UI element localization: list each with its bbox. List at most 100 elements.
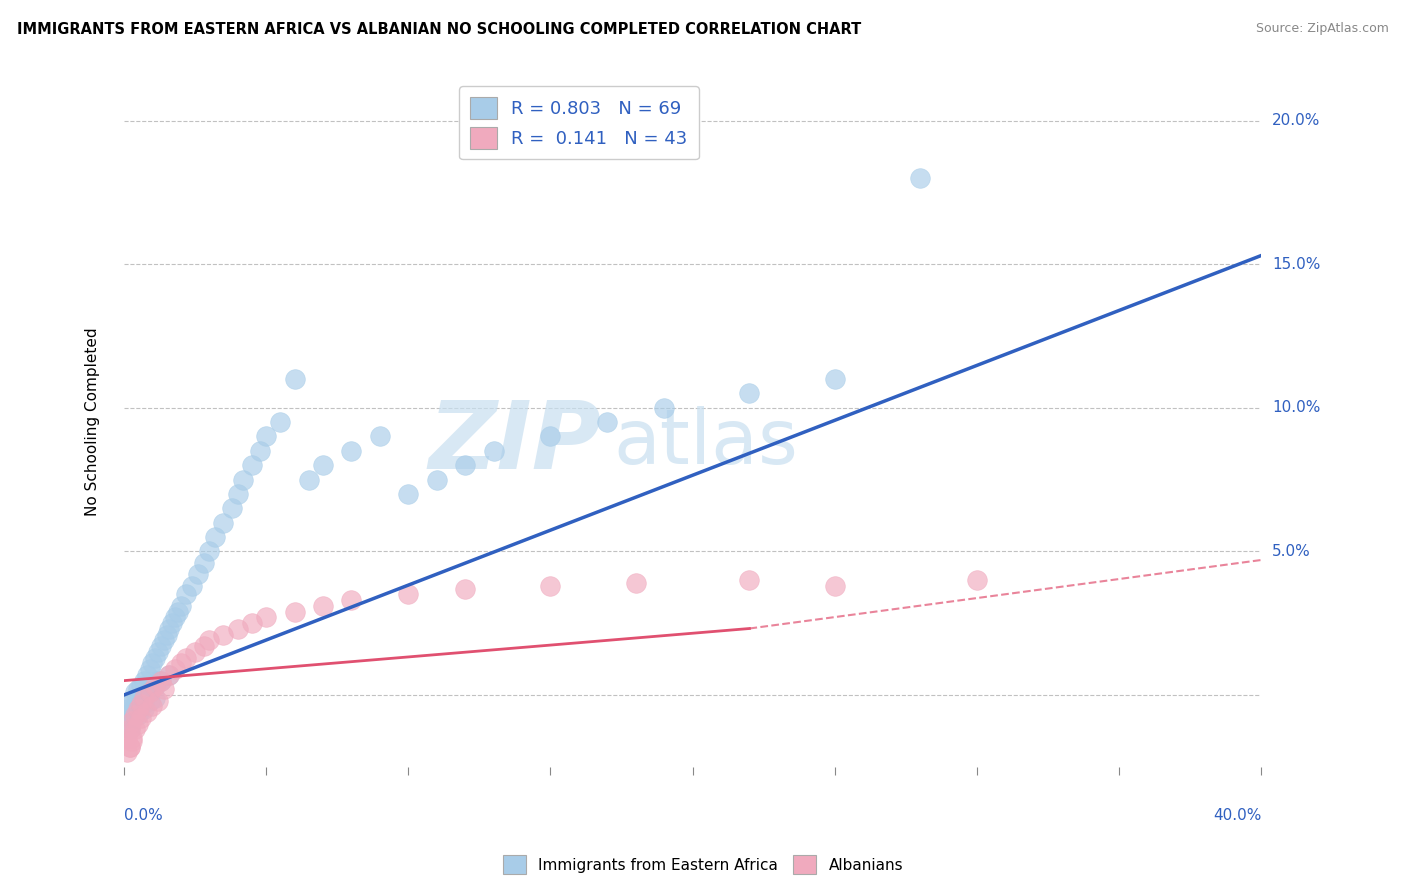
Point (115, 702, 138, 716)
Point (157, 622, 180, 636)
Text: ZIP: ZIP (429, 397, 602, 489)
Point (138, 685, 160, 699)
Point (198, 544, 221, 558)
Point (149, 639, 172, 653)
Point (187, 567, 209, 582)
Point (538, 579, 561, 593)
Point (624, 576, 647, 591)
Point (127, 716, 149, 731)
Point (181, 579, 204, 593)
Point (121, 711, 143, 725)
Point (312, 599, 335, 613)
Point (143, 679, 166, 693)
Point (115, 746, 138, 760)
Point (146, 645, 169, 659)
Point (127, 708, 149, 723)
Point (141, 679, 163, 693)
Point (143, 679, 166, 693)
Point (149, 673, 172, 688)
Point (135, 685, 157, 699)
Point (396, 487, 419, 501)
Legend: R = 0.803   N = 69, R =  0.141   N = 43: R = 0.803 N = 69, R = 0.141 N = 43 (460, 87, 699, 160)
Point (141, 699, 163, 714)
Point (129, 697, 152, 711)
Point (118, 711, 141, 725)
Point (167, 605, 190, 619)
Text: 5.0%: 5.0% (1272, 544, 1310, 559)
Point (226, 622, 249, 636)
Point (170, 599, 193, 613)
Point (738, 386, 761, 401)
Point (141, 657, 163, 671)
Legend: Immigrants from Eastern Africa, Albanians: Immigrants from Eastern Africa, Albanian… (496, 849, 910, 880)
Point (212, 516, 235, 530)
Point (368, 429, 391, 443)
Point (157, 668, 180, 682)
Point (118, 697, 141, 711)
Point (162, 616, 184, 631)
Point (152, 682, 174, 697)
Point (121, 734, 143, 748)
Point (198, 633, 221, 648)
Point (155, 628, 177, 642)
Point (121, 714, 143, 728)
Point (254, 429, 277, 443)
Point (127, 682, 149, 697)
Point (254, 610, 277, 624)
Point (118, 723, 141, 737)
Point (129, 679, 152, 693)
Text: 20.0%: 20.0% (1272, 113, 1320, 128)
Point (165, 662, 187, 676)
Point (146, 673, 169, 688)
Point (124, 699, 146, 714)
Point (340, 443, 363, 458)
Point (824, 372, 846, 386)
Point (132, 673, 155, 688)
Point (152, 633, 174, 648)
Point (135, 668, 157, 682)
Point (596, 415, 619, 429)
Point (118, 723, 141, 737)
Point (240, 458, 263, 473)
Point (165, 610, 187, 624)
Point (118, 739, 141, 754)
Point (135, 705, 157, 719)
Point (176, 587, 198, 601)
Text: 10.0%: 10.0% (1272, 401, 1320, 416)
Point (232, 473, 254, 487)
Point (298, 473, 321, 487)
Point (170, 657, 193, 671)
Point (221, 501, 243, 516)
Point (118, 739, 141, 754)
Point (269, 415, 291, 429)
Point (226, 487, 249, 501)
Point (124, 723, 146, 737)
Point (121, 694, 143, 708)
Point (454, 582, 477, 596)
Point (908, 171, 931, 186)
Text: atlas: atlas (613, 406, 797, 480)
Point (115, 731, 138, 745)
Point (132, 702, 155, 716)
Point (138, 662, 160, 676)
Point (193, 556, 215, 570)
Point (157, 668, 180, 682)
Point (132, 690, 155, 705)
Text: IMMIGRANTS FROM EASTERN AFRICA VS ALBANIAN NO SCHOOLING COMPLETED CORRELATION CH: IMMIGRANTS FROM EASTERN AFRICA VS ALBANI… (17, 22, 860, 37)
Point (538, 429, 561, 443)
Point (132, 697, 155, 711)
Point (129, 697, 152, 711)
Y-axis label: No Schooling Completed: No Schooling Completed (86, 328, 100, 516)
Point (426, 473, 449, 487)
Point (127, 702, 149, 716)
Point (212, 628, 235, 642)
Point (121, 705, 143, 719)
Point (176, 650, 198, 665)
Text: 0.0%: 0.0% (124, 808, 163, 823)
Point (283, 372, 305, 386)
Point (283, 605, 305, 619)
Point (824, 579, 846, 593)
Point (138, 685, 160, 699)
Point (146, 694, 169, 708)
Point (396, 587, 419, 601)
